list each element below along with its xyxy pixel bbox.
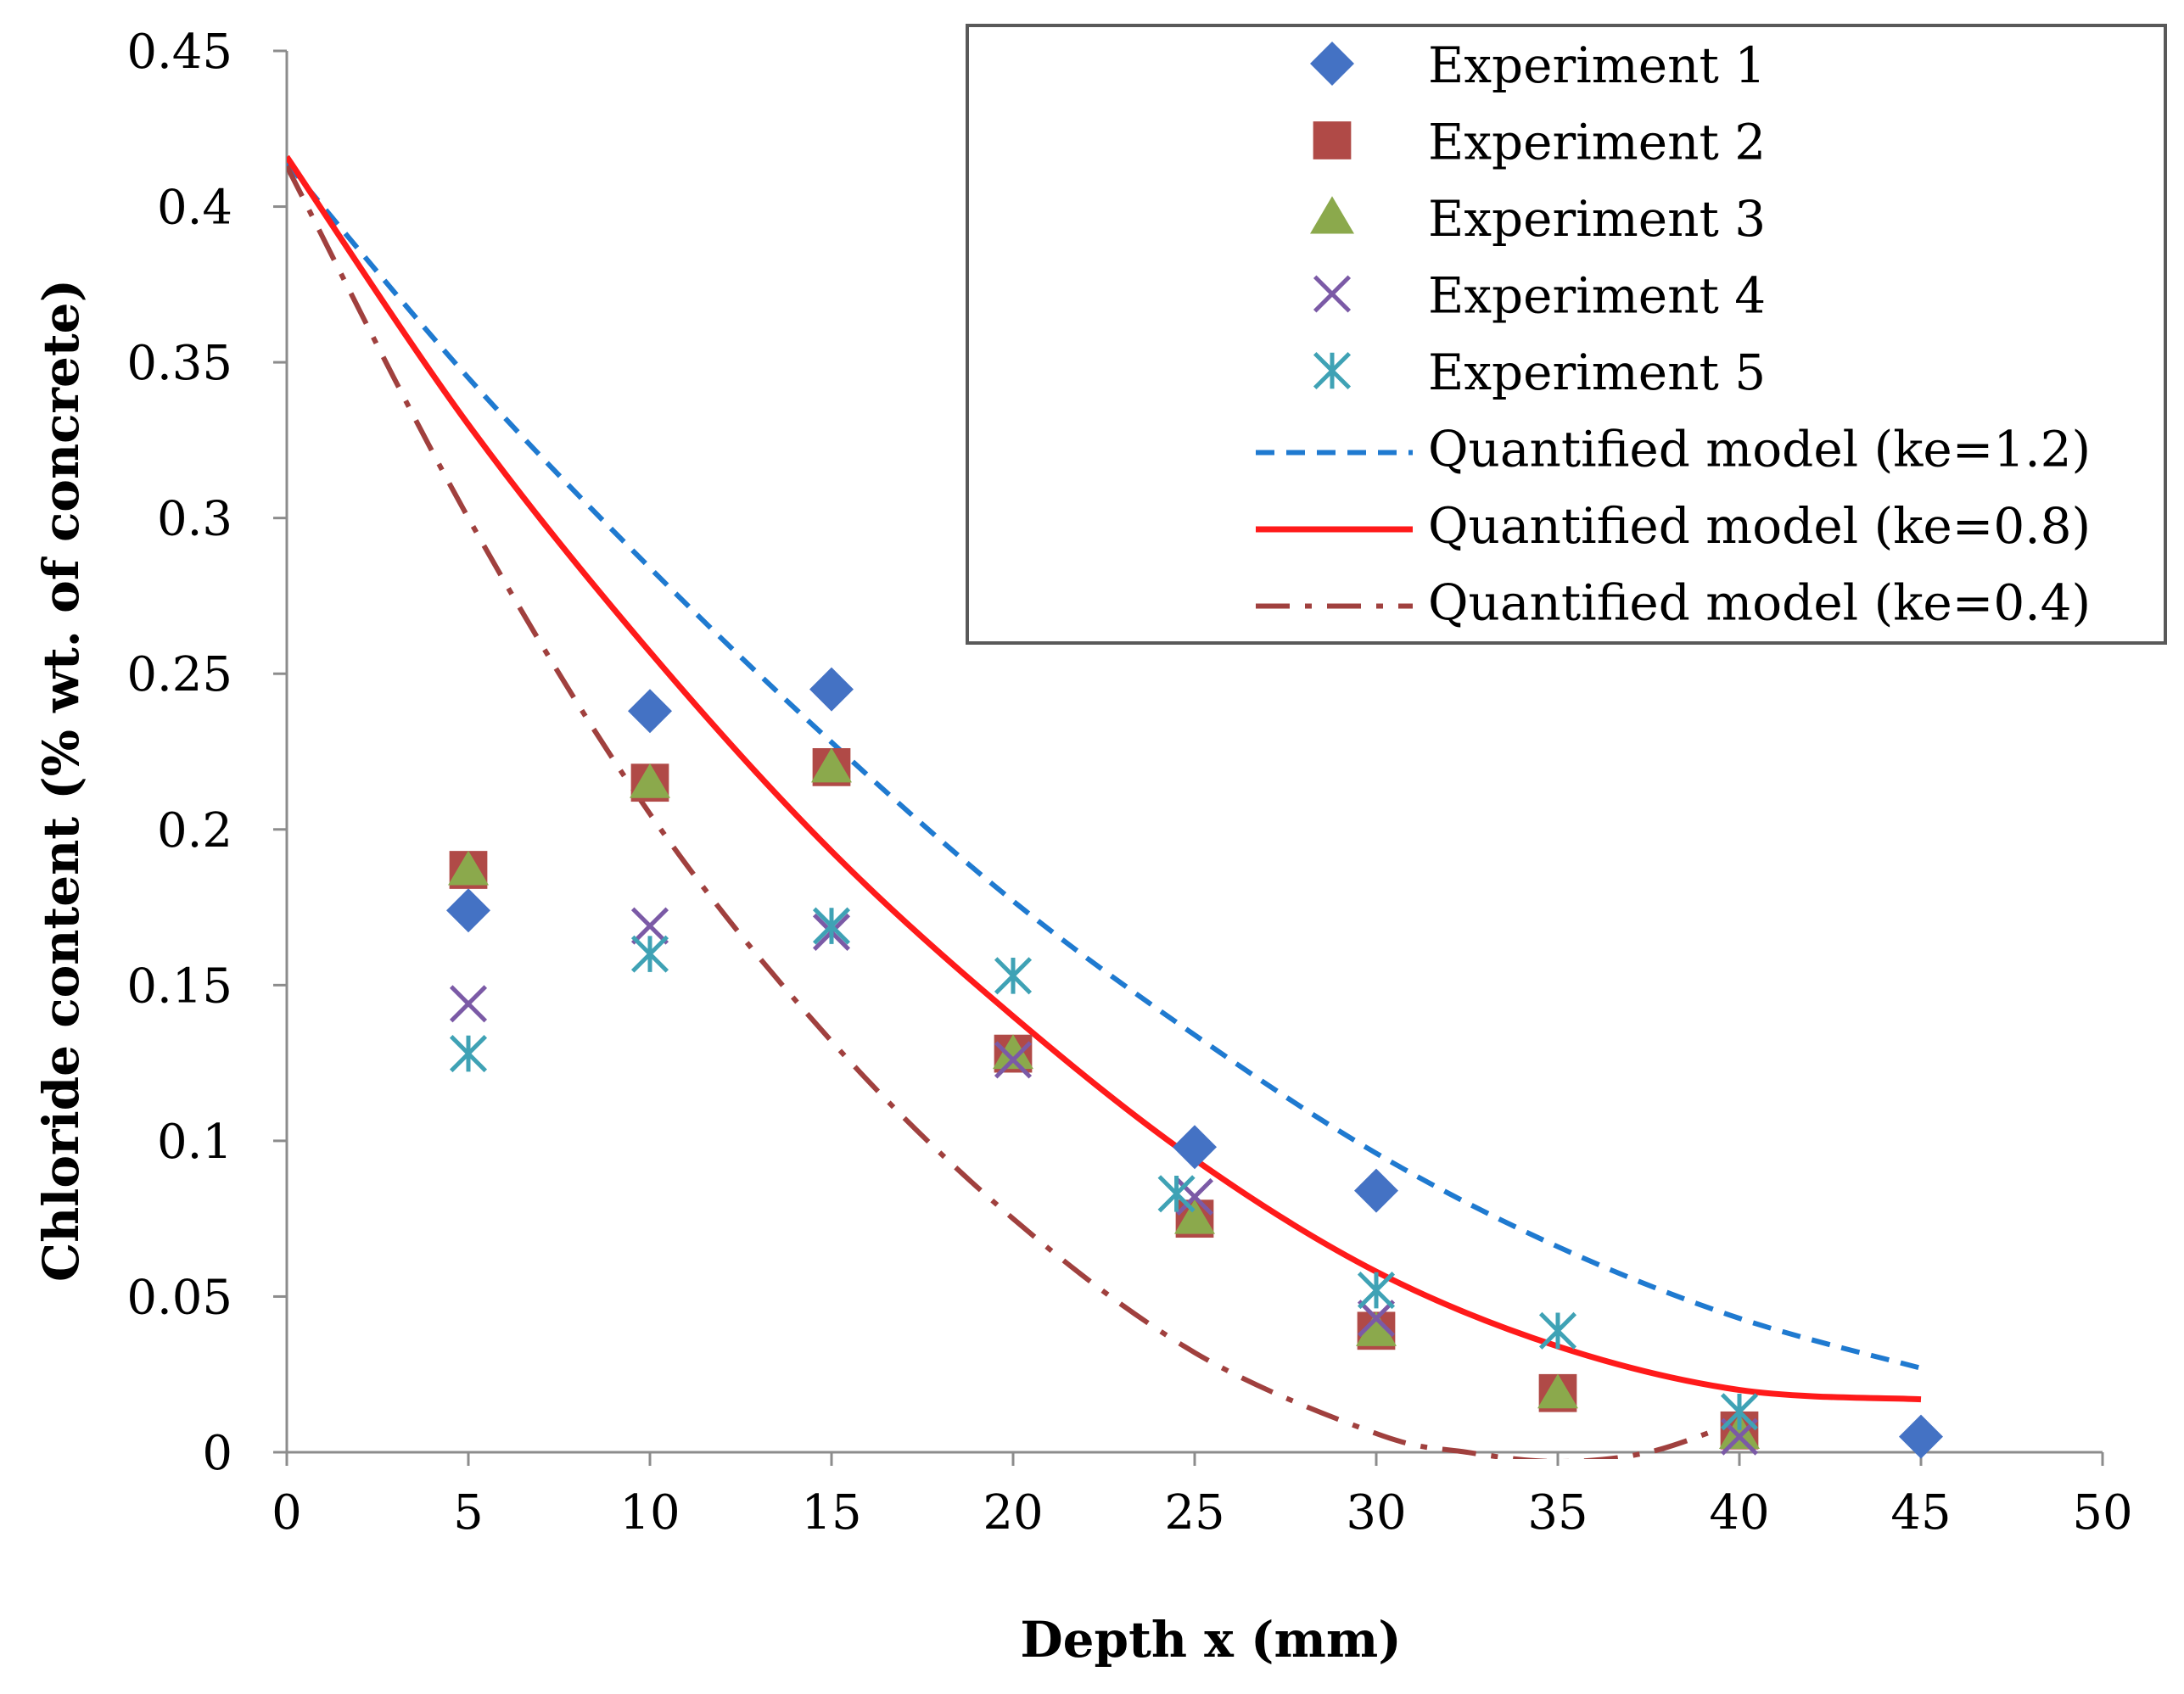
y-tick-label: 0.3: [157, 492, 232, 547]
series-triangle: [448, 747, 1760, 1449]
model-line-solid: [287, 154, 1922, 1403]
y-tick-label: 0.35: [126, 336, 232, 391]
marker-x: [449, 985, 488, 1023]
marker-diamond: [1899, 1414, 1943, 1459]
series-square: [449, 747, 1759, 1450]
marker-asterisk: [994, 957, 1033, 995]
marker-asterisk: [449, 1035, 488, 1073]
x-tick-label: 10: [619, 1485, 680, 1540]
marker-asterisk: [1357, 1272, 1396, 1310]
x-axis-ticks: 0 5 10 15 20 25 30 35 40 45 50: [272, 1452, 2133, 1540]
marker-asterisk: [1720, 1393, 1759, 1431]
marker-diamond: [809, 667, 854, 712]
marker-triangle: [448, 850, 489, 886]
y-tick-label: 0.45: [126, 25, 232, 80]
legend-item: Experiment 2: [1313, 114, 1766, 171]
legend-item: Experiment 5: [1313, 344, 1766, 401]
legend: Experiment 1 Experiment 2 Experiment 3 Expe…: [966, 24, 2167, 645]
legend-box: [966, 24, 2167, 645]
legend-label: Experiment 5: [1428, 344, 1766, 401]
legend-item: Experiment 4: [1313, 267, 1766, 325]
marker-x: [1313, 275, 1352, 313]
marker-triangle: [993, 1034, 1033, 1070]
x-tick-label: 45: [1890, 1485, 1951, 1540]
data-markers: [446, 667, 1943, 1459]
model-lines: [287, 154, 1922, 1459]
x-tick-label: 35: [1527, 1485, 1588, 1540]
x-tick-label: 50: [2072, 1485, 2132, 1540]
legend-label: Quantified model (ke=0.4): [1428, 574, 2091, 632]
y-tick-label: 0.25: [126, 647, 232, 702]
legend-label: Experiment 1: [1428, 36, 1766, 94]
legend-item: Experiment 1: [1310, 36, 1766, 94]
marker-diamond: [446, 888, 490, 933]
model-line-dashdot: [287, 165, 1740, 1459]
marker-asterisk: [630, 935, 669, 973]
x-tick-label: 15: [801, 1485, 861, 1540]
x-tick-label: 25: [1164, 1485, 1224, 1540]
legend-label: Experiment 4: [1428, 267, 1766, 325]
y-tick-label: 0.1: [157, 1115, 232, 1170]
legend-item: Quantified model (ke=0.8): [1256, 497, 2091, 555]
marker-triangle: [1719, 1414, 1760, 1449]
x-tick-label: 5: [453, 1485, 484, 1540]
legend-label: Quantified model (ke=0.8): [1428, 497, 2091, 555]
legend-label: Experiment 3: [1428, 190, 1766, 248]
marker-diamond: [628, 689, 672, 734]
marker-x: [1357, 1300, 1396, 1338]
marker-triangle: [1356, 1311, 1397, 1346]
x-tick-label: 30: [1346, 1485, 1406, 1540]
series-x: [449, 907, 1759, 1456]
marker-asterisk: [1313, 351, 1352, 390]
y-tick-label: 0.05: [126, 1270, 232, 1325]
marker-diamond: [1310, 42, 1354, 86]
marker-triangle: [630, 763, 670, 798]
y-tick-label: 0.2: [157, 803, 232, 858]
marker-diamond: [1173, 1125, 1217, 1170]
legend-item: Quantified model (ke=1.2): [1256, 421, 2091, 478]
marker-asterisk: [1157, 1175, 1196, 1213]
x-tick-label: 20: [983, 1485, 1043, 1540]
y-tick-label: 0: [202, 1426, 232, 1481]
y-axis-ticks: 0 0.05 0.1 0.15 0.2 0.25 0.3 0.35 0.4 0.45: [126, 25, 287, 1481]
marker-diamond: [1354, 1168, 1398, 1213]
x-axis-title: Depth x (mm): [1020, 1611, 1401, 1669]
y-tick-label: 0.4: [157, 181, 232, 236]
marker-asterisk: [1538, 1311, 1577, 1350]
series-diamond: [446, 667, 1943, 1459]
marker-triangle: [811, 747, 852, 783]
marker-triangle: [1174, 1199, 1215, 1234]
legend-label: Experiment 2: [1428, 114, 1766, 171]
legend-item: Experiment 3: [1310, 190, 1766, 248]
y-axis-title: Chloride content (% wt. of concrete): [32, 279, 90, 1282]
x-tick-label: 40: [1709, 1485, 1769, 1540]
x-tick-label: 0: [272, 1485, 302, 1540]
marker-x: [994, 1041, 1033, 1079]
marker-x: [630, 907, 669, 945]
series-asterisk: [449, 907, 1759, 1431]
legend-item: Quantified model (ke=0.4): [1256, 574, 2091, 632]
model-line-dashed: [287, 161, 1922, 1371]
y-tick-label: 0.15: [126, 959, 232, 1014]
marker-triangle: [1310, 196, 1354, 234]
marker-square: [1313, 121, 1352, 159]
marker-triangle: [1537, 1373, 1578, 1409]
marker-asterisk: [812, 907, 851, 945]
legend-label: Quantified model (ke=1.2): [1428, 421, 2091, 478]
